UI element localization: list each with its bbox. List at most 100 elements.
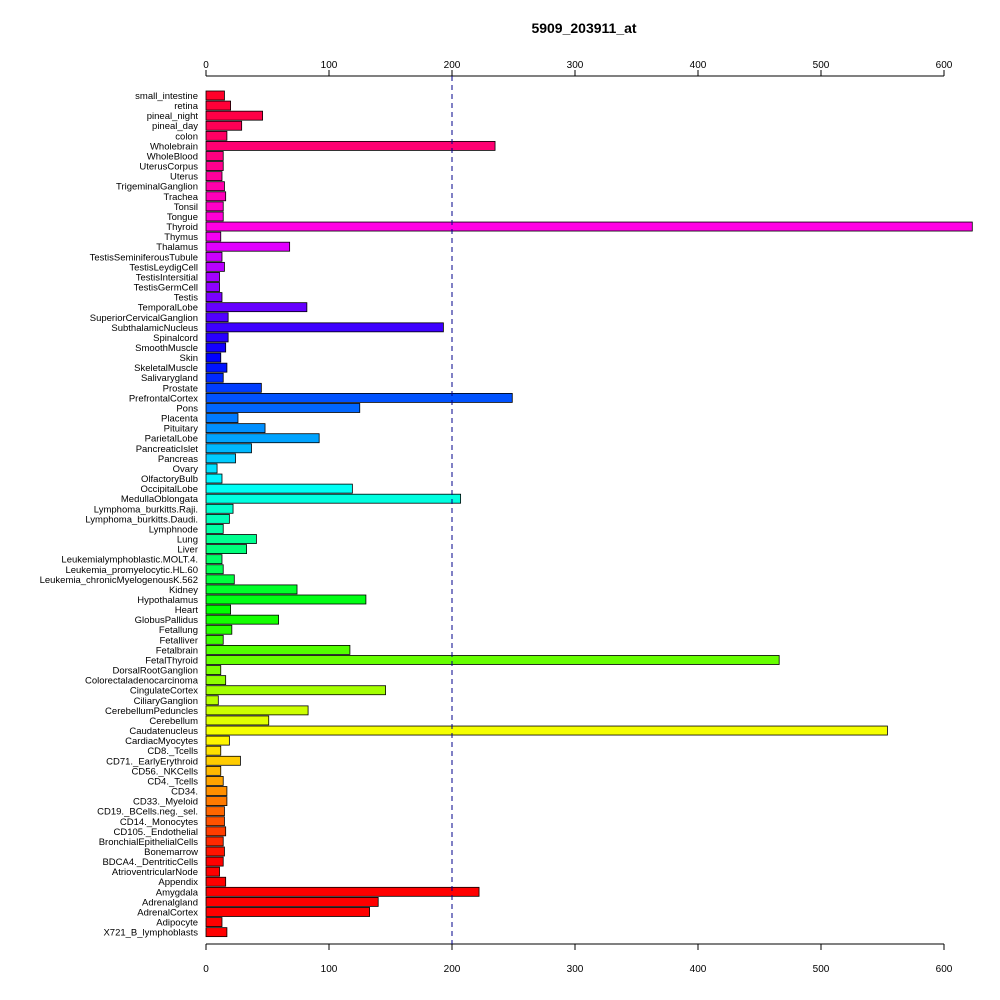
- category-label: PancreaticIslet: [136, 444, 199, 455]
- category-label: BronchialEpithelialCells: [99, 837, 199, 848]
- bar: [205, 796, 228, 806]
- bar: [205, 120, 243, 131]
- category-label: BDCA4._DentriticCells: [102, 857, 198, 868]
- bar: [205, 584, 298, 595]
- bar: [205, 897, 379, 907]
- bar: [205, 372, 224, 383]
- bar: [205, 403, 361, 413]
- category-label: CardiacMyocytes: [125, 736, 198, 747]
- top-tick-label: 100: [321, 60, 338, 71]
- bar: [205, 544, 247, 554]
- bar: [205, 161, 224, 171]
- bar: [205, 524, 224, 534]
- bar: [205, 614, 279, 625]
- bar: [205, 191, 227, 202]
- bar: [205, 110, 263, 121]
- category-label: Ovary: [173, 464, 199, 475]
- category-label: Prostate: [163, 383, 198, 394]
- category-label: Adrenalgland: [142, 897, 198, 908]
- bar: [205, 241, 291, 252]
- bar: [205, 695, 219, 706]
- category-label: WholeBlood: [147, 151, 198, 162]
- bar: [205, 574, 235, 585]
- bar: [205, 130, 228, 141]
- bottom-tick-label: 300: [567, 964, 584, 975]
- top-tick-label: 400: [690, 60, 707, 71]
- bar: [205, 292, 223, 303]
- bar: [205, 181, 225, 192]
- bar: [205, 534, 257, 544]
- category-label: CD56._NKCells: [131, 766, 198, 777]
- category-label: Heart: [175, 605, 199, 616]
- category-label: MedullaOblongata: [121, 494, 199, 505]
- bar: [205, 342, 227, 353]
- bar: [205, 786, 228, 796]
- category-label: Fetalbrain: [156, 645, 198, 656]
- category-label: DorsalRootGanglion: [112, 666, 198, 677]
- category-label: Trachea: [164, 192, 199, 203]
- category-label: TemporalLobe: [138, 303, 198, 314]
- category-label: Uterus: [170, 172, 198, 183]
- category-label: TestisIntersitial: [136, 272, 198, 283]
- category-label: UterusCorpus: [139, 162, 198, 173]
- bar: [205, 513, 230, 524]
- chart-title: 5909_203911_at: [531, 20, 637, 36]
- bar: [205, 836, 224, 847]
- category-label: Adipocyte: [156, 918, 198, 929]
- bar: [205, 302, 308, 313]
- category-label: SmoothMuscle: [135, 343, 198, 354]
- category-label: Liver: [177, 545, 198, 556]
- bar: [205, 140, 496, 151]
- bar: [205, 473, 223, 484]
- bar: [205, 443, 252, 454]
- bar: [205, 100, 232, 111]
- bar: [205, 554, 223, 565]
- category-label: Lymphoma_burkitts.Raji.: [94, 504, 198, 515]
- bar: [205, 201, 224, 212]
- bar: [205, 765, 222, 776]
- top-tick-label: 600: [936, 60, 953, 71]
- bar: [205, 362, 228, 373]
- category-label: Leukemialymphoblastic.MOLT.4.: [61, 555, 198, 566]
- bar: [205, 806, 225, 817]
- bar: [205, 715, 270, 726]
- category-label: SkeletalMuscle: [134, 363, 198, 374]
- bar: [205, 886, 480, 897]
- top-tick-label: 500: [813, 60, 830, 71]
- category-labels: small_intestineretinapineal_nightpineal_…: [40, 91, 199, 939]
- category-label: Kidney: [169, 585, 198, 596]
- category-label: Leukemia_chronicMyelogenousK.562: [40, 575, 198, 586]
- category-label: CD8._Tcells: [147, 746, 198, 757]
- bar: [205, 322, 444, 333]
- bar: [205, 917, 223, 927]
- category-label: Placenta: [161, 414, 199, 425]
- bar: [205, 413, 239, 423]
- category-label: Pancreas: [158, 454, 198, 465]
- bar: [205, 231, 222, 242]
- bar: [205, 493, 462, 504]
- category-label: Lung: [177, 535, 198, 546]
- bar: [205, 453, 236, 464]
- category-label: OlfactoryBulb: [141, 474, 198, 485]
- category-label: Pons: [176, 403, 198, 414]
- category-label: Thalamus: [156, 242, 198, 253]
- category-label: TestisGermCell: [134, 283, 198, 294]
- top-tick-label: 200: [444, 60, 461, 71]
- category-label: SubthalamicNucleus: [111, 323, 198, 334]
- bar: [205, 685, 386, 696]
- category-label: Leukemia_promyelocytic.HL.60: [65, 565, 198, 576]
- bar: [205, 211, 224, 222]
- category-label: CingulateCortex: [130, 686, 198, 697]
- category-label: Lymphnode: [149, 524, 198, 535]
- category-label: Testis: [174, 293, 199, 304]
- category-label: Thymus: [164, 232, 198, 243]
- bar: [205, 251, 223, 262]
- category-label: SuperiorCervicalGanglion: [90, 313, 198, 324]
- category-label: Hypothalamus: [137, 595, 198, 606]
- category-label: AtrioventricularNode: [112, 867, 198, 878]
- bar: [205, 312, 229, 323]
- category-label: Appendix: [158, 877, 198, 888]
- bottom-tick-label: 500: [813, 964, 830, 975]
- bar: [205, 261, 225, 272]
- bar: [205, 866, 220, 877]
